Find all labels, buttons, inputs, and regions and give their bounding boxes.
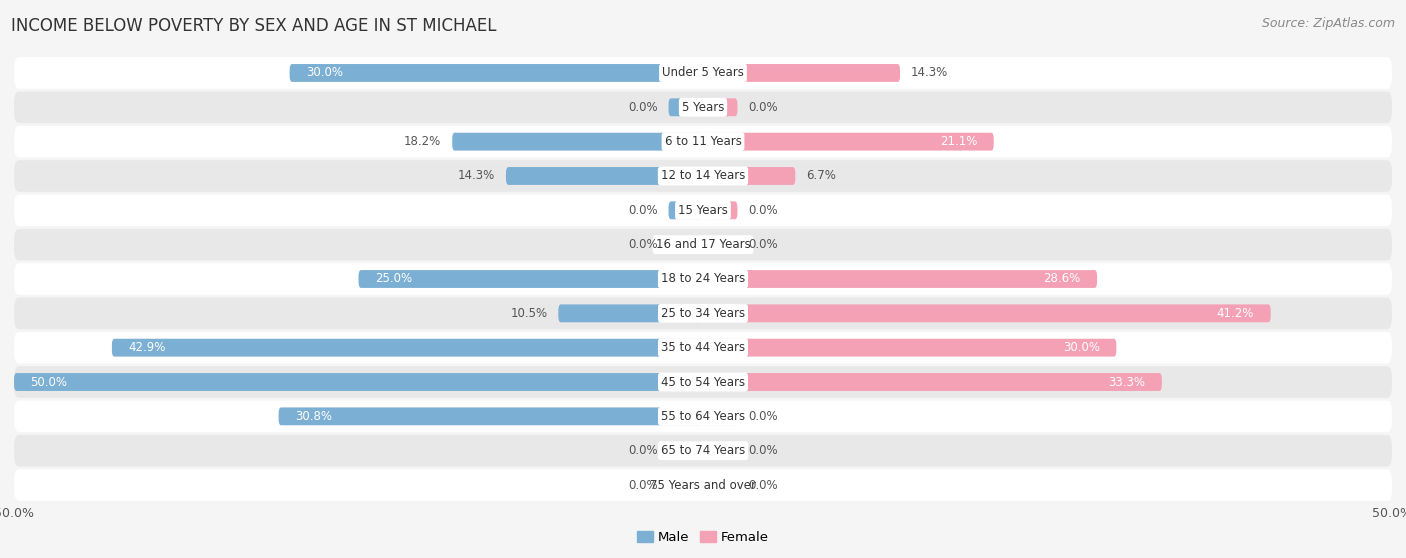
Text: 14.3%: 14.3% <box>458 170 495 182</box>
FancyBboxPatch shape <box>703 476 738 494</box>
Text: 18 to 24 Years: 18 to 24 Years <box>661 272 745 286</box>
FancyBboxPatch shape <box>14 126 1392 157</box>
Text: 30.8%: 30.8% <box>295 410 332 423</box>
Text: 28.6%: 28.6% <box>1043 272 1081 286</box>
FancyBboxPatch shape <box>278 407 703 425</box>
Text: 12 to 14 Years: 12 to 14 Years <box>661 170 745 182</box>
Text: 0.0%: 0.0% <box>628 444 658 457</box>
Text: 75 Years and over: 75 Years and over <box>650 479 756 492</box>
FancyBboxPatch shape <box>703 270 1097 288</box>
FancyBboxPatch shape <box>14 297 1392 329</box>
Text: 41.2%: 41.2% <box>1216 307 1254 320</box>
FancyBboxPatch shape <box>290 64 703 82</box>
Text: 0.0%: 0.0% <box>628 101 658 114</box>
FancyBboxPatch shape <box>14 332 1392 363</box>
FancyBboxPatch shape <box>14 263 1392 295</box>
FancyBboxPatch shape <box>506 167 703 185</box>
FancyBboxPatch shape <box>14 469 1392 501</box>
Text: 30.0%: 30.0% <box>1063 341 1099 354</box>
Text: 65 to 74 Years: 65 to 74 Years <box>661 444 745 457</box>
Text: 25.0%: 25.0% <box>375 272 412 286</box>
FancyBboxPatch shape <box>703 98 738 116</box>
Text: 0.0%: 0.0% <box>748 101 778 114</box>
FancyBboxPatch shape <box>453 133 703 151</box>
FancyBboxPatch shape <box>14 92 1392 123</box>
FancyBboxPatch shape <box>669 476 703 494</box>
FancyBboxPatch shape <box>14 401 1392 432</box>
FancyBboxPatch shape <box>14 366 1392 398</box>
Text: 35 to 44 Years: 35 to 44 Years <box>661 341 745 354</box>
FancyBboxPatch shape <box>703 442 738 460</box>
FancyBboxPatch shape <box>359 270 703 288</box>
Text: 42.9%: 42.9% <box>128 341 166 354</box>
Text: 16 and 17 Years: 16 and 17 Years <box>655 238 751 251</box>
FancyBboxPatch shape <box>669 98 703 116</box>
FancyBboxPatch shape <box>14 195 1392 226</box>
Text: 18.2%: 18.2% <box>404 135 441 148</box>
Text: 0.0%: 0.0% <box>748 238 778 251</box>
FancyBboxPatch shape <box>703 373 1161 391</box>
FancyBboxPatch shape <box>703 64 900 82</box>
FancyBboxPatch shape <box>669 201 703 219</box>
Text: 5 Years: 5 Years <box>682 101 724 114</box>
Text: 55 to 64 Years: 55 to 64 Years <box>661 410 745 423</box>
Text: 0.0%: 0.0% <box>628 204 658 217</box>
FancyBboxPatch shape <box>14 160 1392 192</box>
Text: 25 to 34 Years: 25 to 34 Years <box>661 307 745 320</box>
Text: 0.0%: 0.0% <box>748 444 778 457</box>
FancyBboxPatch shape <box>112 339 703 357</box>
FancyBboxPatch shape <box>703 305 1271 323</box>
Text: 33.3%: 33.3% <box>1108 376 1146 388</box>
FancyBboxPatch shape <box>703 133 994 151</box>
FancyBboxPatch shape <box>558 305 703 323</box>
Text: 30.0%: 30.0% <box>307 66 343 79</box>
Text: 6.7%: 6.7% <box>807 170 837 182</box>
FancyBboxPatch shape <box>14 373 703 391</box>
FancyBboxPatch shape <box>703 167 796 185</box>
Text: 21.1%: 21.1% <box>939 135 977 148</box>
FancyBboxPatch shape <box>703 235 738 253</box>
FancyBboxPatch shape <box>703 407 738 425</box>
Text: 14.3%: 14.3% <box>911 66 948 79</box>
FancyBboxPatch shape <box>703 201 738 219</box>
Text: Under 5 Years: Under 5 Years <box>662 66 744 79</box>
Text: 0.0%: 0.0% <box>748 479 778 492</box>
FancyBboxPatch shape <box>669 442 703 460</box>
Text: 0.0%: 0.0% <box>628 479 658 492</box>
FancyBboxPatch shape <box>703 339 1116 357</box>
Text: INCOME BELOW POVERTY BY SEX AND AGE IN ST MICHAEL: INCOME BELOW POVERTY BY SEX AND AGE IN S… <box>11 17 496 35</box>
Text: 0.0%: 0.0% <box>748 410 778 423</box>
FancyBboxPatch shape <box>14 435 1392 466</box>
Text: 10.5%: 10.5% <box>510 307 547 320</box>
Text: 0.0%: 0.0% <box>748 204 778 217</box>
Legend: Male, Female: Male, Female <box>631 526 775 549</box>
Text: Source: ZipAtlas.com: Source: ZipAtlas.com <box>1261 17 1395 30</box>
FancyBboxPatch shape <box>669 235 703 253</box>
Text: 0.0%: 0.0% <box>628 238 658 251</box>
FancyBboxPatch shape <box>14 57 1392 89</box>
Text: 45 to 54 Years: 45 to 54 Years <box>661 376 745 388</box>
Text: 50.0%: 50.0% <box>31 376 67 388</box>
FancyBboxPatch shape <box>14 229 1392 261</box>
Text: 15 Years: 15 Years <box>678 204 728 217</box>
Text: 6 to 11 Years: 6 to 11 Years <box>665 135 741 148</box>
